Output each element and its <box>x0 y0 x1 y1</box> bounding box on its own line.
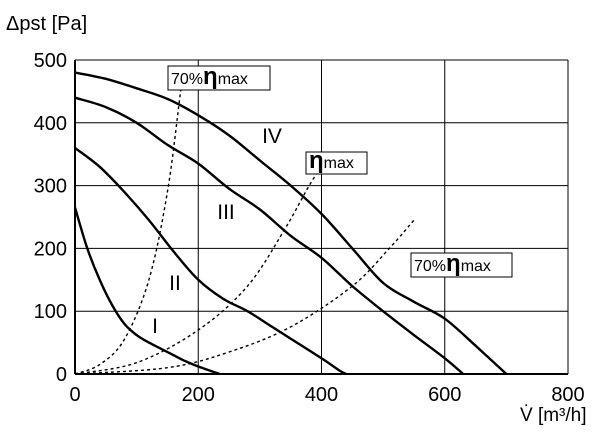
curve-label-1: I <box>152 315 158 338</box>
x-tick-label-4: 800 <box>551 384 584 406</box>
grid <box>74 59 569 375</box>
x-tick-label-1: 200 <box>182 384 215 406</box>
y-tick-label-2: 200 <box>34 238 67 260</box>
system-curves <box>74 72 415 375</box>
annotation-3: 70%ηmax <box>410 250 513 278</box>
curve-label-4: IV <box>262 125 282 148</box>
fan-curve-2 <box>74 146 347 376</box>
x-tick-label-3: 600 <box>428 384 461 406</box>
fan-curve-3 <box>74 96 464 375</box>
annotation-box-1 <box>167 65 271 91</box>
x-tick-label-0: 0 <box>69 384 80 406</box>
fan-curve-1 <box>73 207 221 376</box>
annotation-text-1: 70%ηmax <box>171 63 248 90</box>
tick-labels: 0 100 200 300 400 500 0 200 400 600 800 <box>34 50 585 406</box>
fan-curve-4 <box>74 71 508 375</box>
system-curve-1 <box>74 72 184 375</box>
y-tick-label-3: 300 <box>34 176 67 198</box>
y-tick-label-4: 400 <box>34 113 67 135</box>
y-tick-label-0: 0 <box>56 364 67 386</box>
system-curve-3 <box>74 219 415 375</box>
annotation-box-2 <box>305 151 368 175</box>
y-tick-label-5: 500 <box>34 50 67 72</box>
x-tick-label-2: 400 <box>305 384 338 406</box>
annotation-text-3: 70%ηmax <box>414 250 491 277</box>
fan-curves <box>73 71 508 376</box>
curve-label-2: II <box>169 272 181 295</box>
annotation-2: ηmax <box>305 147 368 175</box>
system-curve-2 <box>74 166 323 375</box>
annotation-box-3 <box>410 252 513 278</box>
y-tick-label-1: 100 <box>34 301 67 323</box>
y-axis-label: Δpst [Pa] <box>6 13 87 35</box>
annotation-text-2: ηmax <box>309 147 354 174</box>
x-axis-label: V̇ [m³/h] <box>520 405 587 426</box>
annotations: 70%ηmax ηmax 70%ηmax <box>167 63 513 278</box>
annotation-1: 70%ηmax <box>167 63 271 91</box>
curve-label-3: III <box>217 201 235 224</box>
